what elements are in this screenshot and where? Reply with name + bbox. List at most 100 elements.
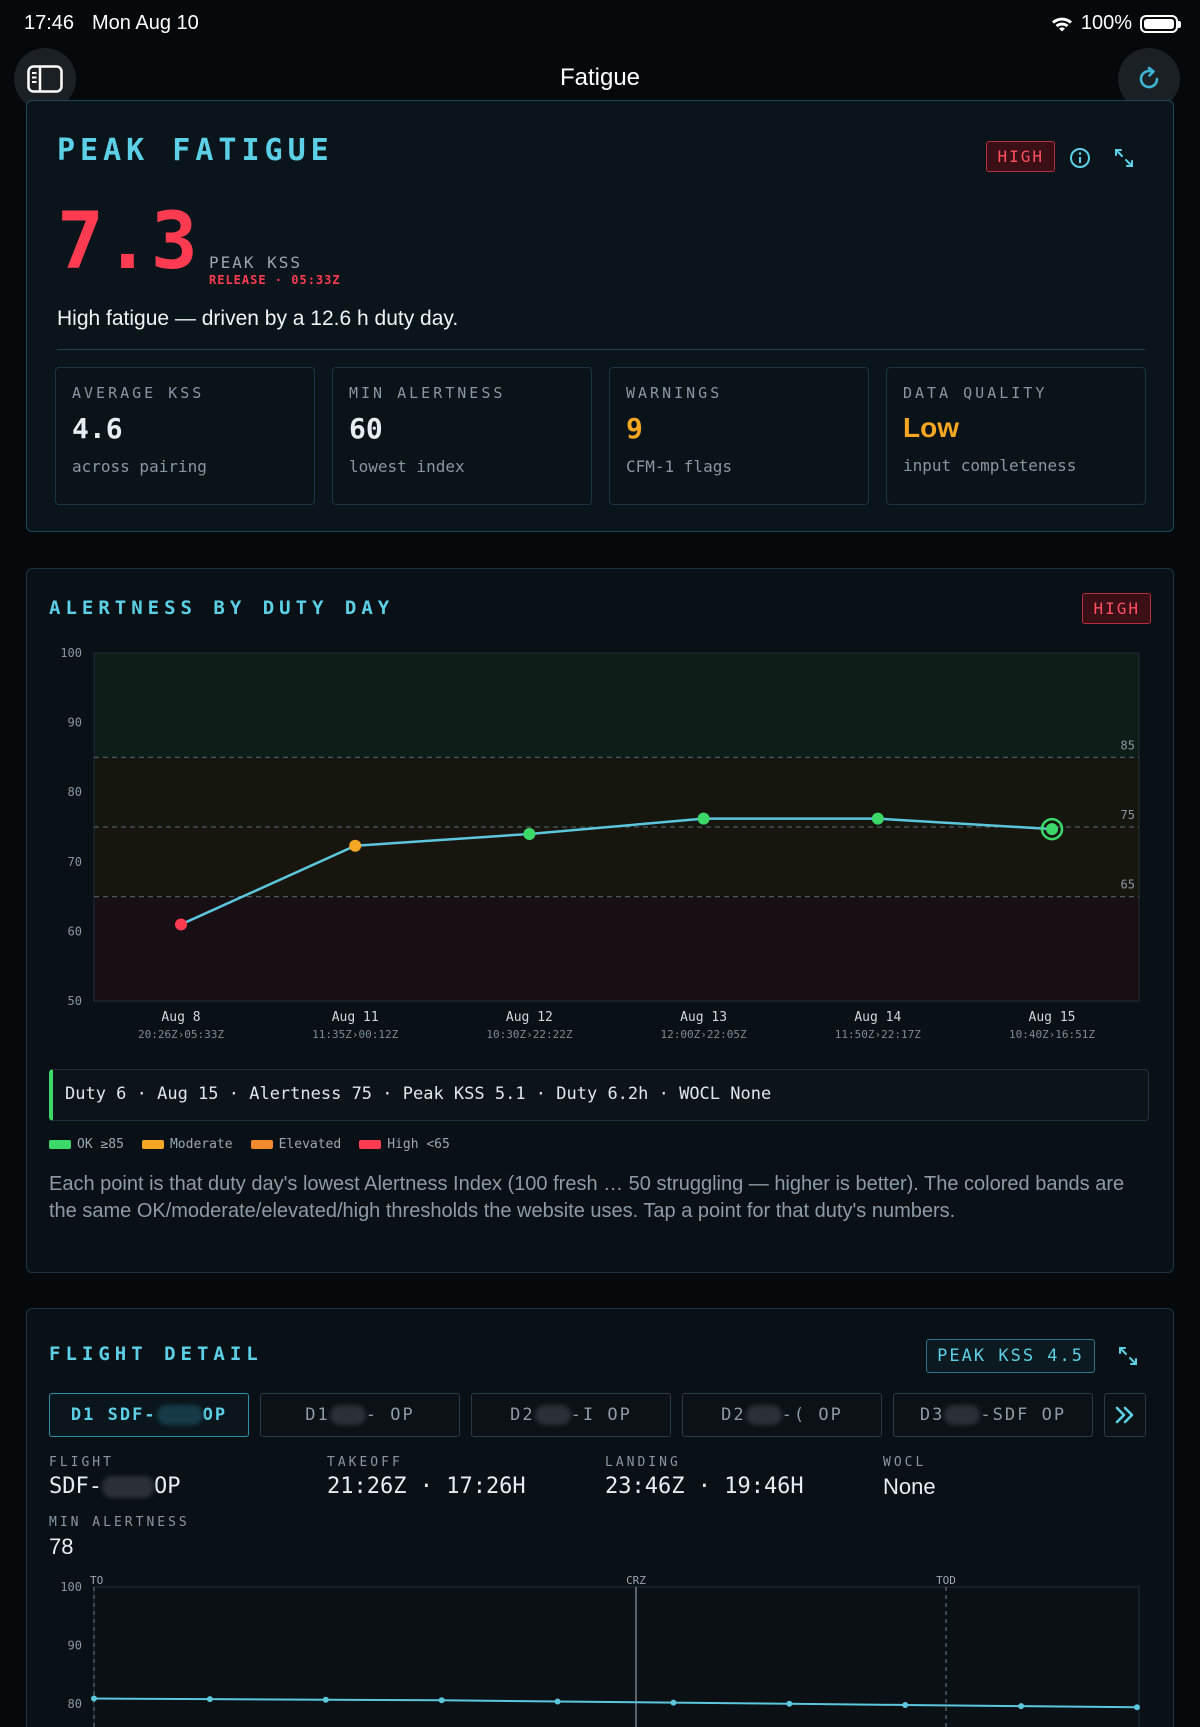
landing-label: LANDING [605, 1455, 681, 1470]
x-tick-label: Aug 13 [680, 1010, 727, 1025]
flight-tabs: D1 SDF- OP D1 - OP D2 -I OP D2 -( OP D3 … [49, 1393, 1146, 1437]
peak-release-time: RELEASE · 05:33Z [209, 273, 341, 287]
x-tick-sublabel: 10:30Z›22:22Z [486, 1028, 572, 1041]
threshold-label: 65 [1121, 878, 1135, 892]
peak-status-badge: HIGH [986, 141, 1055, 172]
x-tick-label: Aug 14 [854, 1010, 901, 1025]
status-date: Mon Aug 10 [92, 12, 199, 34]
sidebar-icon [27, 65, 63, 93]
landing-value: 23:46Z · 19:46H [605, 1474, 804, 1499]
x-tick-sublabel: 20:26Z›05:33Z [138, 1028, 224, 1041]
alertness-chart[interactable]: 100 90 80 70 60 50 85 75 65 Aug 8 20:26Z›05:33Z Aug… [27, 629, 1175, 1059]
y-tick-label: 60 [68, 924, 82, 938]
legend-swatch [250, 1140, 273, 1149]
expand-icon[interactable] [1117, 1345, 1139, 1367]
min-alertness-field: MIN ALERTNESS 78 [49, 1515, 190, 1560]
refresh-button[interactable] [1118, 48, 1180, 110]
data-point [523, 827, 536, 840]
x-tick-sublabel: 11:35Z›00:12Z [312, 1028, 398, 1041]
wocl-field: WOCL None [883, 1455, 936, 1500]
legend-swatch [49, 1140, 71, 1149]
info-icon[interactable] [1069, 147, 1091, 169]
flight-detail-title: FLIGHT DETAIL [49, 1343, 263, 1365]
phase-marker-label: TOD [936, 1574, 956, 1587]
tab-label: D1 SDF- [70, 1405, 157, 1425]
data-point [1018, 1703, 1025, 1710]
data-point [786, 1700, 793, 1707]
stat-data-quality: DATA QUALITY Low input completeness [886, 367, 1146, 505]
y-tick-label: 80 [68, 1697, 82, 1711]
y-tick-label: 90 [68, 1638, 82, 1652]
stat-sub: across pairing [72, 457, 207, 476]
data-point [175, 918, 187, 931]
legend-label: OK ≥85 [77, 1137, 124, 1152]
legend-label: Moderate [169, 1137, 233, 1152]
landing-field: LANDING 23:46Z · 19:46H [605, 1455, 804, 1499]
y-tick-label: 100 [60, 1580, 82, 1594]
stat-value: Low [903, 412, 959, 443]
data-point [1134, 1704, 1140, 1711]
redacted-text [101, 1476, 154, 1498]
tab-label: -SDF OP [980, 1405, 1067, 1425]
tab-flight-1[interactable]: D1 SDF- OP [49, 1393, 249, 1437]
stat-value: 60 [349, 412, 383, 445]
alertness-card: ALERTNESS BY DUTY DAY HIGH 100 90 80 70 60 50… [26, 568, 1174, 1273]
more-tabs-button[interactable] [1104, 1393, 1146, 1437]
flight-value-text: OP [153, 1474, 181, 1499]
takeoff-value: 21:26Z · 17:26H [327, 1474, 526, 1499]
redacted-text [534, 1405, 571, 1425]
data-point [438, 1697, 445, 1704]
expand-icon[interactable] [1113, 147, 1135, 169]
wifi-icon [1051, 17, 1072, 31]
threshold-label: 85 [1121, 738, 1135, 752]
takeoff-field: TAKEOFF 21:26Z · 17:26H [327, 1455, 526, 1499]
stat-label: MIN ALERTNESS [349, 384, 506, 402]
tab-label: - OP [365, 1405, 415, 1425]
redacted-text [156, 1405, 203, 1425]
redacted-text [745, 1405, 782, 1425]
alertness-line [180, 817, 1053, 926]
sidebar-toggle-button[interactable] [14, 48, 76, 110]
wocl-label: WOCL [883, 1455, 927, 1470]
status-right: 100% [1051, 12, 1181, 35]
page-title: Fatigue [559, 64, 641, 91]
tab-label: D2 [721, 1405, 746, 1425]
data-point [206, 1696, 213, 1703]
stat-label: AVERAGE KSS [72, 384, 205, 402]
tab-flight-5[interactable]: D3 -SDF OP [893, 1393, 1093, 1437]
selected-point-ring [1040, 817, 1064, 841]
tab-flight-4[interactable]: D2 -( OP [682, 1393, 882, 1437]
status-time: 17:46 [24, 12, 75, 34]
stat-sub: input completeness [903, 456, 1077, 475]
tab-flight-2[interactable]: D1 - OP [260, 1393, 460, 1437]
data-point [871, 812, 884, 825]
band-high [94, 896, 1139, 1001]
stat-value: 9 [626, 412, 643, 445]
y-tick-label: 100 [60, 646, 82, 660]
battery-percent: 100% [1080, 12, 1132, 34]
legend-item-elevated: Elevated [250, 1137, 342, 1152]
x-tick-label: Aug 11 [332, 1010, 379, 1025]
data-point [322, 1696, 329, 1703]
tab-flight-3[interactable]: D2 -I OP [471, 1393, 671, 1437]
band-ok [94, 653, 1139, 758]
y-tick-label: 70 [68, 855, 82, 869]
legend-label: High <65 [387, 1137, 450, 1152]
alertness-status-badge: HIGH [1082, 593, 1151, 624]
chart-legend: OK ≥85 Moderate Elevated High <65 [49, 1137, 450, 1152]
peak-kss-value: 7.3 [57, 197, 198, 287]
takeoff-label: TAKEOFF [327, 1455, 403, 1470]
flight-value: SDF- OP [49, 1474, 180, 1499]
tab-label: D3 [919, 1405, 945, 1425]
flight-label: FLIGHT [49, 1455, 114, 1470]
x-tick-label: Aug 15 [1029, 1010, 1076, 1025]
threshold-label: 75 [1121, 808, 1135, 822]
legend-label: Elevated [278, 1137, 342, 1152]
x-tick-label: Aug 12 [506, 1010, 553, 1025]
stat-value: 4.6 [72, 412, 123, 445]
flight-alertness-chart[interactable]: 100 90 80 TO CRZ TOD [27, 1573, 1175, 1727]
selected-duty-info: Duty 6 · Aug 15 · Alertness 75 · Peak KS… [49, 1069, 1149, 1121]
stat-sub: CFM-1 flags [626, 457, 732, 476]
alertness-description: Each point is that duty day's lowest Ale… [49, 1173, 1125, 1222]
stat-average-kss: AVERAGE KSS 4.6 across pairing [55, 367, 315, 505]
